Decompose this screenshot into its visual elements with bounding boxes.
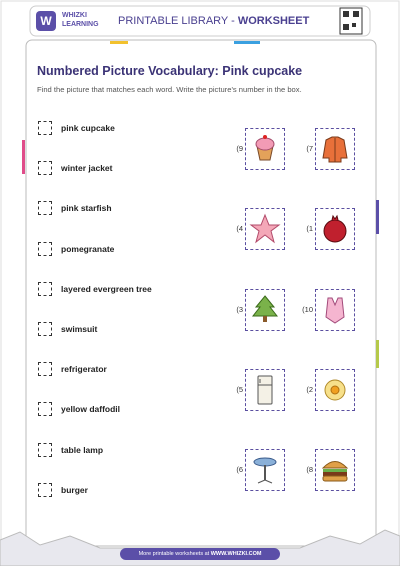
inner-border: [25, 39, 377, 547]
word: burger: [61, 484, 88, 495]
answer-box: [38, 322, 52, 336]
picture-number: 10): [302, 304, 313, 314]
picture-box: [245, 368, 285, 411]
library-bold: WORKSHEET: [237, 15, 310, 27]
picture-number: 4): [236, 224, 243, 234]
picture-number: 5): [236, 384, 243, 394]
brand-sub: LEARNING: [62, 21, 99, 28]
instructions: Find the picture that matches each word.…: [37, 85, 302, 94]
picture-box: [315, 368, 355, 411]
picture-number: 8): [306, 465, 313, 475]
word: yellow daffodil: [61, 404, 121, 415]
library: PRINTABLE LIBRARY -: [118, 15, 238, 27]
picture-box: [315, 208, 355, 251]
brand: WHIZKI: [62, 12, 87, 19]
picture-box: [315, 449, 355, 492]
picture-jacket: [322, 136, 348, 163]
picture-box: [245, 208, 285, 251]
word: winter jacket: [61, 163, 113, 174]
logo: [36, 11, 56, 31]
picture-burger: [321, 461, 349, 482]
word: table lamp: [61, 444, 104, 455]
picture-number: 7): [306, 144, 313, 153]
word: layered evergreen tree: [61, 283, 152, 294]
picture-lamp: [253, 457, 277, 484]
title: Numbered Picture Vocabulary: Pink cupcak…: [37, 64, 303, 78]
picture-number: 6): [236, 465, 243, 475]
picture-box: [245, 449, 285, 492]
picture-box: [315, 288, 355, 331]
answer-box: [38, 402, 52, 417]
word: pink cupcake: [61, 123, 115, 133]
word: pink starfish: [61, 203, 112, 214]
picture-box: [245, 128, 285, 170]
svg-text:W: W: [40, 14, 52, 28]
footer: More printable worksheets at WWW.WHIZKI.…: [120, 548, 280, 560]
answer-box: [38, 121, 52, 135]
answer-box: [38, 482, 52, 497]
answer-box: [38, 362, 52, 377]
picture-refrigerator: [257, 375, 273, 405]
answer-box: [38, 442, 52, 457]
picture-daffodil: [324, 379, 346, 401]
picture-box: [245, 288, 285, 331]
answer-box: [38, 161, 52, 176]
picture-number: 9): [236, 144, 243, 153]
answer-box: [38, 281, 52, 296]
footer-url: WWW.WHIZKI.COM: [210, 551, 262, 557]
header-border: [29, 5, 371, 37]
picture-tree: [251, 294, 279, 322]
word: swimsuit: [61, 324, 98, 334]
footer-text: More printable worksheets at: [138, 551, 211, 557]
picture-starfish: [249, 213, 281, 244]
answer-box: [38, 201, 52, 216]
answer-box: [38, 241, 52, 256]
picture-number: 3): [236, 304, 243, 314]
library-title: PRINTABLE LIBRARY - WORKSHEET: [118, 15, 309, 27]
picture-box: [315, 128, 355, 170]
picture-swimsuit: [325, 297, 345, 324]
picture-pomegranate: [323, 215, 347, 243]
word: pomegranate: [61, 243, 115, 254]
picture-number: 2): [306, 384, 313, 394]
deco-stripes: [22, 41, 379, 368]
word: refrigerator: [61, 364, 107, 375]
picture-cupcake: [255, 135, 275, 161]
picture-number: 1): [306, 224, 313, 234]
